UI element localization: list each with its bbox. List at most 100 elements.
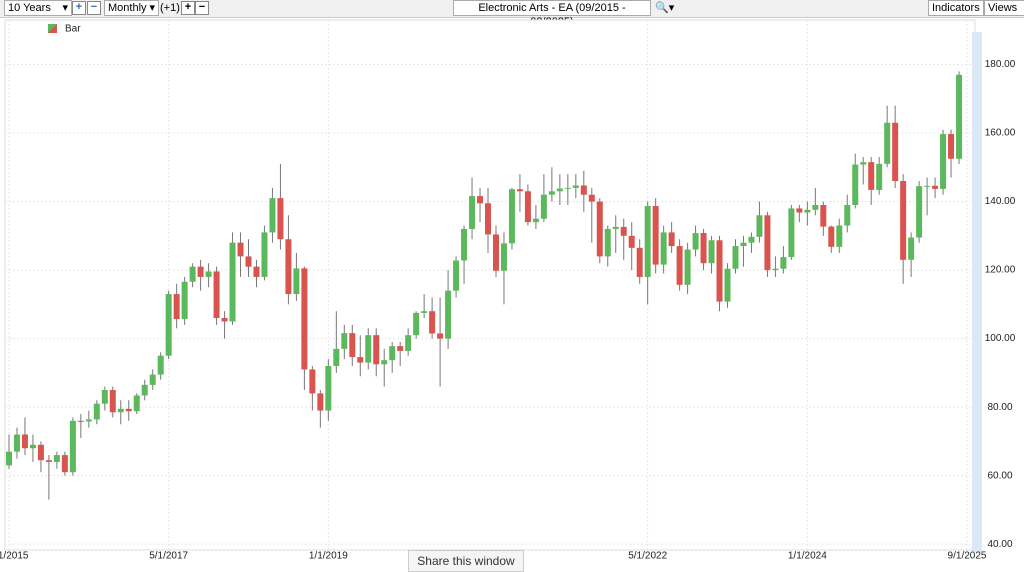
candle-body <box>908 237 915 260</box>
candle-body <box>429 311 436 334</box>
candle-body <box>101 389 108 404</box>
candle-body <box>37 444 44 461</box>
candle-body <box>181 281 188 320</box>
candle-body <box>820 204 827 227</box>
candle-body <box>29 444 36 449</box>
candle-body <box>828 226 835 247</box>
candle-body <box>780 257 787 269</box>
candle-body <box>133 395 140 412</box>
candle-body <box>876 163 883 190</box>
candle-body <box>157 355 164 375</box>
candle-body <box>341 333 348 349</box>
zoom-in[interactable]: + <box>72 1 86 15</box>
candle-body <box>852 164 859 205</box>
candle-body <box>221 318 228 322</box>
candle-body <box>197 266 204 277</box>
candle-body <box>413 312 420 336</box>
candle-body <box>253 266 260 277</box>
candle-body <box>812 204 819 210</box>
candle-body <box>516 189 523 192</box>
candle-body <box>461 228 468 261</box>
candle-body <box>492 234 499 271</box>
candle-body <box>500 243 507 271</box>
candle-body <box>732 246 739 269</box>
candle-body <box>644 206 651 277</box>
indicators: Indicators <box>932 2 980 14</box>
offset: (+1) <box>160 2 180 14</box>
candle-body <box>205 271 212 277</box>
candle-body <box>453 260 460 291</box>
candle-body <box>572 185 579 188</box>
candle-body <box>293 268 300 295</box>
candle-body <box>445 290 452 339</box>
zoom-out[interactable]: − <box>87 1 101 15</box>
candle-body <box>748 236 755 243</box>
candle-body <box>141 384 148 396</box>
candle-body <box>628 235 635 248</box>
candle-body <box>77 420 84 422</box>
candle-body <box>844 204 851 226</box>
candle-body <box>796 208 803 213</box>
share-button[interactable]: Share this window <box>408 550 524 572</box>
chart: Bar 40.00 60.00 80.00 100.00 120.00 140.00 160… <box>0 19 1016 562</box>
range: 10 Years <box>8 2 51 14</box>
candle-body <box>309 369 316 394</box>
candle-body <box>357 357 364 363</box>
candle-body <box>668 232 675 247</box>
offset-minus[interactable]: − <box>195 1 209 15</box>
offset-plus[interactable]: + <box>181 1 195 15</box>
x-tick-label: 9/1/2025 <box>948 551 987 562</box>
indicators-menu[interactable]: Indicators <box>928 0 984 16</box>
candle-body <box>269 198 276 233</box>
candle-body <box>892 122 899 182</box>
candle-body <box>397 346 404 351</box>
candle-body <box>684 249 691 285</box>
candle-body <box>836 225 843 247</box>
candle-body <box>213 271 220 319</box>
views-menu[interactable]: Views <box>984 0 1024 16</box>
candle-body <box>932 185 939 189</box>
candle-body <box>540 194 547 219</box>
candle-body <box>916 186 923 238</box>
candle-body <box>85 419 92 422</box>
candle-body <box>261 232 268 277</box>
interval-select[interactable]: Monthly ▾ <box>104 0 159 16</box>
search-icon[interactable]: 🔍▾ <box>655 2 675 14</box>
y-tick-label: 40.00 <box>987 539 1012 550</box>
x-tick-label: 1/1/2024 <box>788 551 827 562</box>
candle-body <box>405 335 412 351</box>
x-tick-label: 9/1/2015 <box>0 551 29 562</box>
candle-body <box>788 208 795 258</box>
candle-body <box>900 181 907 260</box>
candle-body <box>924 185 931 187</box>
candle-body <box>612 226 619 229</box>
y-tick-label: 180.00 <box>985 59 1016 70</box>
x-tick-label: 5/1/2017 <box>149 551 188 562</box>
candle-body <box>45 460 52 462</box>
x-tick-label: 5/1/2022 <box>628 551 667 562</box>
candle-body <box>237 242 244 257</box>
candle-body <box>508 189 515 244</box>
range-select[interactable]: 10 Years ▾ <box>4 0 72 16</box>
candle-body <box>5 451 12 466</box>
candle-body <box>93 403 100 420</box>
y-tick-label: 140.00 <box>985 196 1016 207</box>
candle-body <box>477 196 484 204</box>
candle-body <box>245 256 252 267</box>
candle-body <box>189 266 196 282</box>
share-label: Share this window <box>417 554 515 568</box>
candle-body <box>109 389 116 413</box>
candle-body <box>868 162 875 190</box>
candle-body <box>301 268 308 370</box>
candle-body <box>149 374 156 385</box>
symbol-box[interactable]: Electronic Arts - EA (09/2015 - 08/2025) <box>453 0 651 28</box>
candle-body <box>229 242 236 322</box>
candle-body <box>564 187 571 189</box>
candle-body <box>556 188 563 192</box>
candle-body <box>740 242 747 247</box>
candle-body <box>389 346 396 361</box>
candle-body <box>285 239 292 295</box>
views: Views <box>988 2 1018 14</box>
y-tick-label: 120.00 <box>985 265 1016 276</box>
